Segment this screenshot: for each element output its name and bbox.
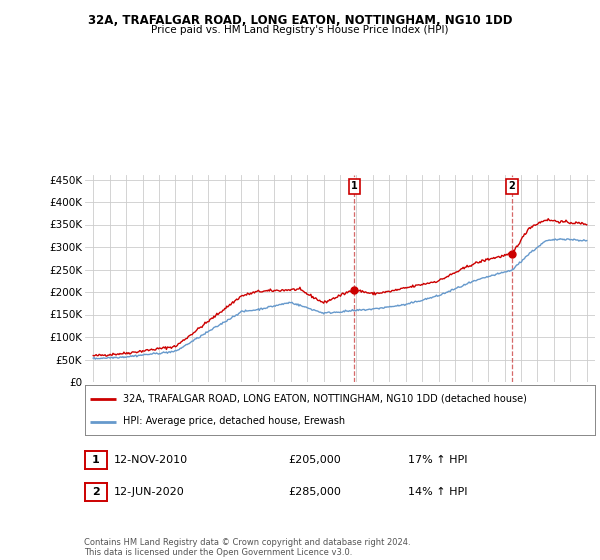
Text: 12-JUN-2020: 12-JUN-2020 bbox=[114, 487, 185, 497]
Text: HPI: Average price, detached house, Erewash: HPI: Average price, detached house, Erew… bbox=[123, 417, 346, 427]
Text: 12-NOV-2010: 12-NOV-2010 bbox=[114, 455, 188, 465]
Text: 32A, TRAFALGAR ROAD, LONG EATON, NOTTINGHAM, NG10 1DD (detached house): 32A, TRAFALGAR ROAD, LONG EATON, NOTTING… bbox=[123, 394, 527, 404]
Text: £285,000: £285,000 bbox=[288, 487, 341, 497]
Text: 14% ↑ HPI: 14% ↑ HPI bbox=[408, 487, 467, 497]
Text: 32A, TRAFALGAR ROAD, LONG EATON, NOTTINGHAM, NG10 1DD: 32A, TRAFALGAR ROAD, LONG EATON, NOTTING… bbox=[88, 14, 512, 27]
Text: 17% ↑ HPI: 17% ↑ HPI bbox=[408, 455, 467, 465]
Text: 2: 2 bbox=[509, 181, 515, 192]
Text: 2: 2 bbox=[92, 487, 100, 497]
Text: 1: 1 bbox=[92, 455, 100, 465]
Text: Contains HM Land Registry data © Crown copyright and database right 2024.
This d: Contains HM Land Registry data © Crown c… bbox=[84, 538, 410, 557]
Text: £205,000: £205,000 bbox=[288, 455, 341, 465]
Text: 1: 1 bbox=[351, 181, 358, 192]
Text: Price paid vs. HM Land Registry's House Price Index (HPI): Price paid vs. HM Land Registry's House … bbox=[151, 25, 449, 35]
